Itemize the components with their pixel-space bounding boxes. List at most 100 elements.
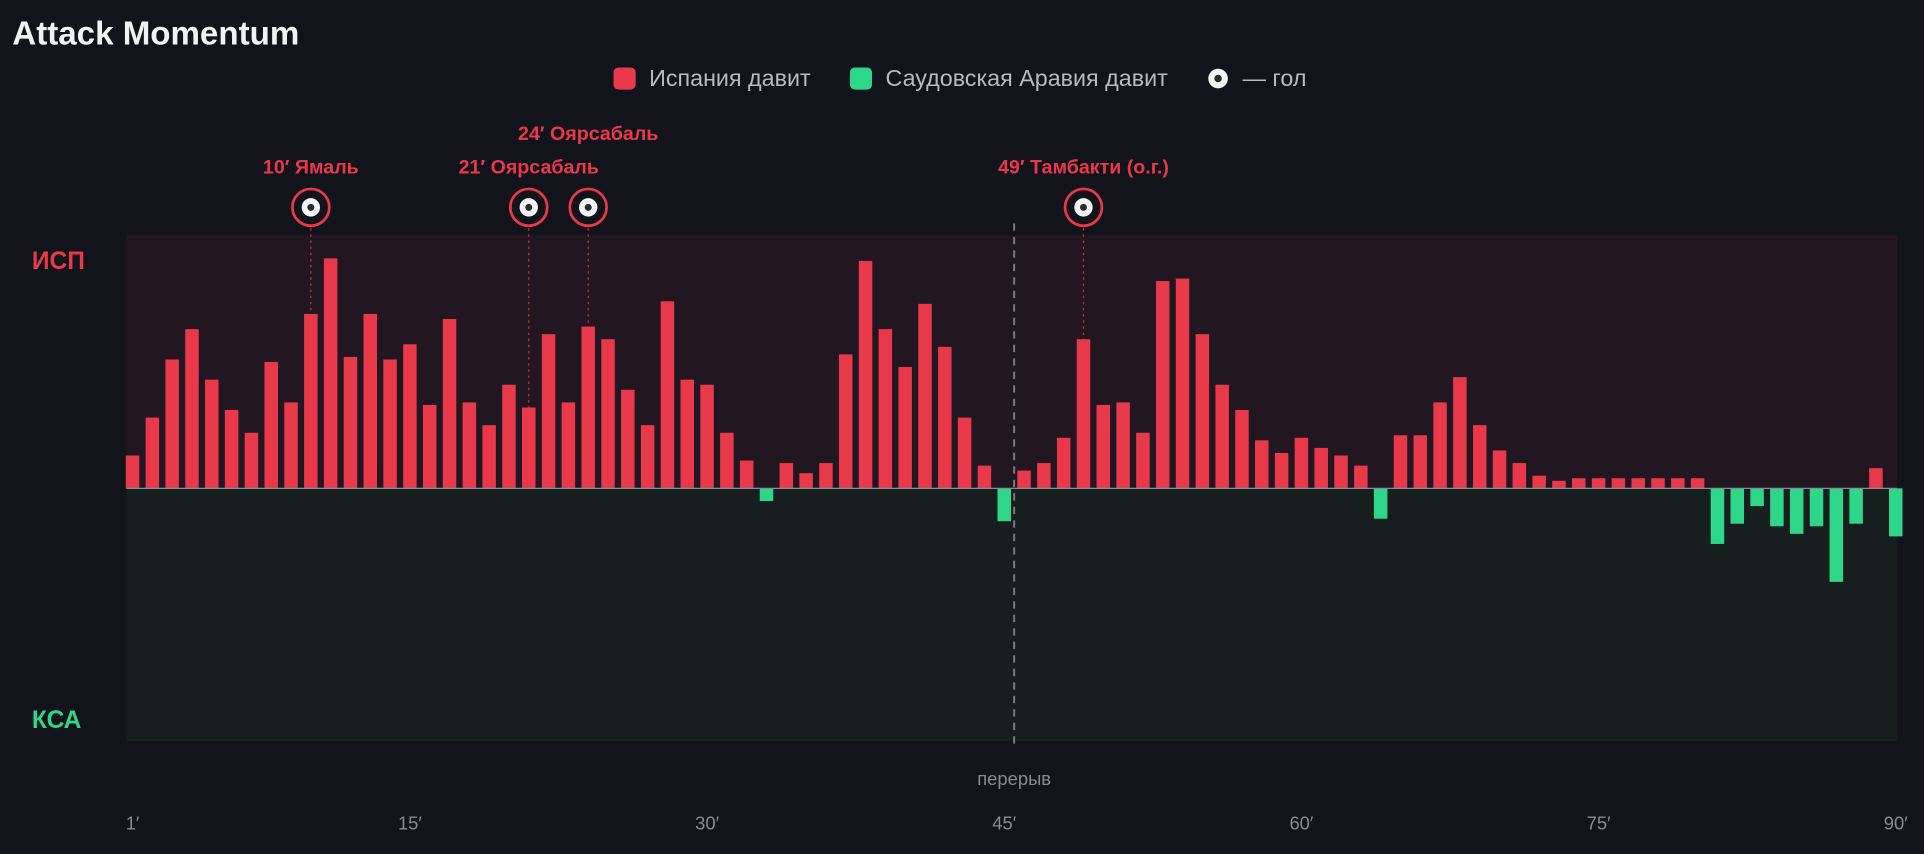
bar: [1690, 478, 1705, 489]
bar: [363, 313, 378, 489]
halftime-label: перерыв: [977, 768, 1051, 789]
bar: [1354, 465, 1368, 489]
bar: [621, 389, 635, 489]
bar: [561, 402, 576, 489]
bar: [1651, 478, 1665, 489]
legend-label: — гол: [1243, 65, 1307, 91]
bar: [700, 384, 714, 489]
bar: [918, 303, 932, 489]
goal-label: 49′ Тамбакти (о.г.): [998, 156, 1169, 178]
bar: [819, 463, 833, 489]
bar: [1373, 488, 1388, 519]
bar: [779, 463, 794, 489]
chart-title: Attack Momentum: [12, 15, 299, 52]
bar: [1671, 478, 1685, 489]
ball-patch: [1214, 74, 1222, 83]
bar: [1155, 281, 1170, 489]
bar: [1809, 488, 1824, 527]
bar: [244, 432, 259, 489]
bar: [1789, 488, 1804, 534]
bar: [304, 313, 318, 489]
bar: [1215, 384, 1229, 489]
bar: [1611, 478, 1626, 489]
bar: [403, 344, 417, 489]
team-label: КСА: [32, 707, 82, 734]
bar: [185, 329, 199, 489]
bar: [462, 402, 477, 489]
bar: [1274, 452, 1289, 489]
bar: [1829, 488, 1844, 582]
bar: [1175, 278, 1190, 489]
bar: [720, 432, 734, 489]
bar: [125, 455, 140, 489]
bar: [205, 379, 219, 489]
bar: [858, 260, 873, 489]
bar: [1532, 475, 1546, 489]
bar: [502, 384, 516, 489]
bar: [1631, 478, 1645, 489]
bar: [1195, 334, 1210, 489]
bar: [1314, 447, 1328, 489]
bar: [1136, 432, 1150, 489]
bar: [1472, 425, 1487, 489]
bar: [522, 407, 536, 489]
bar: [1076, 339, 1091, 489]
ball-patch: [307, 203, 315, 211]
bar: [878, 329, 893, 489]
goal-label: 24′ Ояpсабаль: [518, 123, 658, 145]
bar: [680, 379, 695, 489]
legend-swatch: [613, 67, 636, 90]
bar: [977, 465, 992, 489]
bar: [1730, 488, 1745, 524]
bar: [1393, 435, 1408, 489]
legend-swatch: [849, 67, 873, 90]
bar: [323, 258, 338, 489]
legend-label: Саудовская Аравия давит: [886, 65, 1169, 91]
bar: [1512, 463, 1527, 489]
bar: [1294, 437, 1309, 489]
bar: [1433, 402, 1447, 489]
goal-label: 10′ Ямаль: [263, 156, 359, 178]
bar: [1334, 455, 1348, 489]
ball-patch: [1079, 203, 1087, 211]
bar: [422, 404, 437, 489]
bar: [581, 326, 595, 489]
legend-label: Испания давит: [649, 65, 811, 91]
bar: [1750, 488, 1764, 507]
ball-patch: [525, 203, 533, 211]
bar: [165, 359, 179, 489]
bar: [601, 339, 615, 489]
bar: [1710, 488, 1725, 544]
bar: [997, 488, 1011, 522]
x-tick-label: 75′: [1587, 812, 1611, 833]
x-tick-label: 90′: [1884, 812, 1908, 833]
bar: [145, 417, 160, 489]
bar: [224, 409, 239, 489]
ball-patch: [584, 203, 592, 211]
bar: [759, 488, 774, 501]
x-tick-label: 30′: [695, 812, 719, 833]
pane-top: [126, 235, 1897, 489]
bar: [1453, 377, 1467, 489]
bar: [284, 402, 298, 489]
bar: [660, 301, 675, 489]
bar: [1096, 404, 1111, 489]
bar: [1889, 488, 1903, 537]
bar: [957, 417, 972, 489]
x-tick-label: 45′: [992, 812, 1016, 833]
bar: [264, 361, 278, 489]
bar: [343, 356, 358, 489]
team-label: ИСП: [32, 248, 85, 275]
bar: [1552, 480, 1566, 489]
bar: [1591, 478, 1606, 489]
bar: [799, 473, 813, 489]
bar: [898, 367, 912, 489]
bar: [1037, 463, 1051, 489]
bar: [938, 346, 952, 489]
bar: [541, 334, 556, 489]
bar: [1849, 488, 1863, 524]
bar: [1255, 440, 1269, 489]
x-tick-label: 60′: [1289, 812, 1313, 833]
